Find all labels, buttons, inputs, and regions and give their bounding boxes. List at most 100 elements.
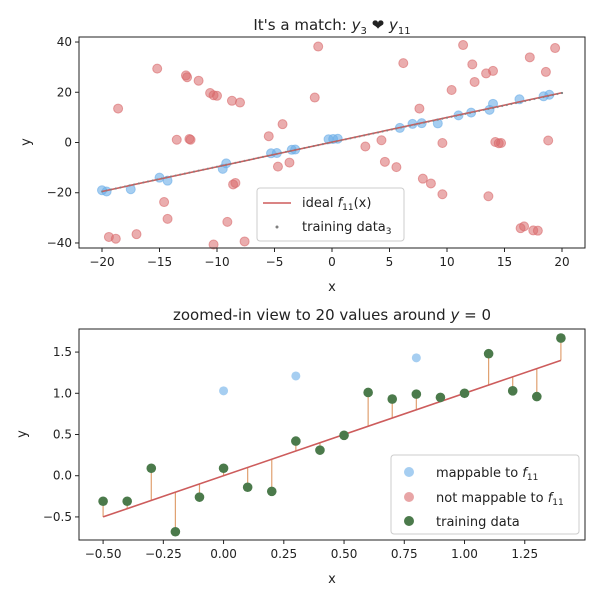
x-tick: 1.25 <box>511 540 538 561</box>
training-point <box>315 445 325 455</box>
not-mappable-point <box>113 103 124 114</box>
y-tick: 0 <box>64 136 79 150</box>
training-point <box>271 153 274 156</box>
training-point <box>123 185 127 188</box>
training-point <box>275 152 278 155</box>
training-point <box>482 108 485 112</box>
not-mappable-point <box>469 76 480 87</box>
not-mappable-point <box>437 138 448 149</box>
x-tick-label: 0.75 <box>391 547 418 561</box>
training-point <box>445 116 449 119</box>
training-point <box>376 131 380 134</box>
training-point <box>367 133 370 136</box>
not-mappable-point <box>171 134 182 145</box>
not-mappable-point <box>263 131 274 142</box>
bottom-chart-title: zoomed-in view to 20 values around y = 0 <box>173 306 491 324</box>
x-tick-label: 15 <box>497 255 512 269</box>
x-tick-label: 0.50 <box>331 547 358 561</box>
training-point <box>156 178 159 181</box>
x-tick-label: 20 <box>554 255 569 269</box>
y-tick-label: 0.5 <box>53 428 72 442</box>
training-point <box>386 129 389 132</box>
training-point <box>556 92 559 96</box>
not-mappable-point <box>550 43 561 54</box>
training-point <box>266 154 269 157</box>
training-point <box>220 164 223 167</box>
not-mappable-point <box>483 191 494 202</box>
legend-training-data-swatch <box>404 516 414 526</box>
training-point <box>344 138 347 141</box>
training-point <box>194 492 205 502</box>
training-point <box>243 159 246 162</box>
training-point <box>353 136 357 139</box>
not-mappable-point <box>376 135 387 146</box>
x-tick: −0.50 <box>85 540 122 561</box>
legend-training-label: training data3 <box>302 220 392 237</box>
not-mappable-point <box>193 75 204 86</box>
not-mappable-point <box>446 85 457 96</box>
y-tick: 1.0 <box>53 386 79 400</box>
training-point <box>335 140 338 143</box>
training-point <box>122 496 132 507</box>
x-tick: −20 <box>89 248 115 269</box>
training-point <box>404 125 407 128</box>
y-tick: −20 <box>47 186 79 200</box>
x-tick-label: 0.25 <box>270 547 297 561</box>
not-mappable-point <box>414 103 425 114</box>
not-mappable-point <box>458 40 469 51</box>
training-point <box>330 141 334 144</box>
not-mappable-point <box>360 141 371 152</box>
legend-ideal-label: ideal f11(x) <box>302 196 371 213</box>
training-point <box>289 149 292 152</box>
training-point <box>242 482 253 493</box>
training-point <box>307 145 311 149</box>
x-tick: 20 <box>554 248 570 269</box>
x-tick-label: −0.25 <box>145 547 182 561</box>
x-tick-label: −0.50 <box>85 547 122 561</box>
top-chart-title: It's a match: y3 ❤ y11 <box>253 16 410 37</box>
not-mappable-point <box>398 58 409 69</box>
training-point <box>556 333 566 343</box>
x-tick-label: −10 <box>204 255 229 269</box>
training-point <box>510 102 513 106</box>
x-tick: −0.25 <box>145 540 182 561</box>
training-point <box>146 180 150 183</box>
training-point <box>436 118 439 121</box>
mappable-point <box>411 353 421 363</box>
y-tick: 0.5 <box>53 428 79 442</box>
x-tick: 0.00 <box>210 540 237 561</box>
training-point <box>468 111 472 114</box>
training-point <box>114 187 117 190</box>
training-point <box>137 182 140 185</box>
training-point <box>174 174 177 177</box>
not-mappable-point <box>391 162 402 173</box>
not-mappable-point <box>277 119 288 130</box>
y-tick-label: 0 <box>64 136 72 150</box>
training-point <box>459 113 462 116</box>
training-point <box>183 172 186 175</box>
bottom-x-axis-label: x <box>328 572 336 587</box>
training-point <box>133 183 136 186</box>
training-point <box>160 177 163 180</box>
training-point <box>551 93 554 97</box>
training-point <box>501 104 504 108</box>
training-point <box>298 147 301 151</box>
not-mappable-point <box>272 161 283 172</box>
not-mappable-point <box>524 52 535 63</box>
training-point <box>432 119 435 122</box>
not-mappable-point <box>309 92 320 103</box>
training-point <box>202 168 205 171</box>
x-tick-label: −5 <box>266 255 284 269</box>
not-mappable-point <box>212 90 222 101</box>
x-tick-label: 1.25 <box>511 547 538 561</box>
y-tick: −0.5 <box>43 510 79 524</box>
training-point <box>284 150 288 153</box>
x-tick: 0.25 <box>270 540 297 561</box>
training-point <box>321 143 324 146</box>
training-point <box>197 169 200 172</box>
training-point <box>483 348 494 359</box>
training-point <box>142 181 145 184</box>
y-tick: 1.5 <box>53 345 79 359</box>
training-point <box>507 386 518 396</box>
